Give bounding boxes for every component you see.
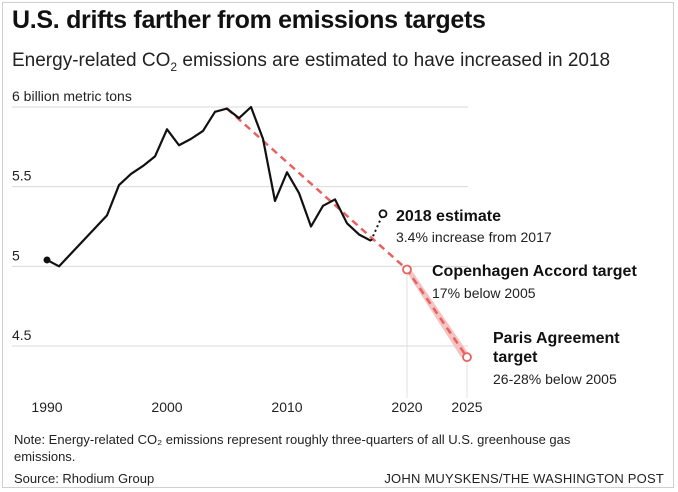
start-point-marker [43,256,51,264]
annotation-paris-sublabel: 26-28% below 2005 [493,371,617,387]
x-tick-label: 2020 [391,399,422,415]
y-tick-label: 4.5 [12,327,32,343]
paris-target-marker [462,352,472,363]
annotation-paris-label-line2: target [493,349,538,366]
copenhagen-target-marker [402,264,412,275]
annotation-copenhagen-label: Copenhagen Accord target [432,263,637,280]
subtitle-part: emissions are estimated to have increase… [177,50,611,71]
graphic-credit: JOHN MUYSKENS/THE WASHINGTON POST [384,471,664,486]
subtitle-part: O [155,50,171,71]
chart-title: U.S. drifts farther from emissions targe… [12,6,486,34]
y-tick-label: 5 [12,247,20,263]
y-tick-label: 6 billion metric tons [12,88,132,104]
y-tick-label: 5.5 [12,168,32,184]
annotation-paris-label-line1: Paris Agreement [493,330,620,347]
estimate-2018-segment [370,213,384,242]
estimate-2018-marker [378,209,388,219]
x-tick-label: 1990 [31,399,62,415]
annotation-copenhagen-sublabel: 17% below 2005 [432,285,536,301]
x-tick-label: 2025 [451,399,482,415]
footnote: Note: Energy-related CO₂ emissions repre… [14,432,571,464]
x-tick-label: 2010 [271,399,302,415]
annotation-2018-sublabel: 3.4% increase from 2017 [396,229,552,245]
chart-subtitle: Energy-related CO2 emissions are estimat… [12,50,610,74]
historical-emissions-line [46,105,372,268]
chart-frame [2,2,674,488]
subtitle-subscript: 2 [170,59,178,74]
x-tick-label: 2000 [151,399,182,415]
source-credit: Source: Rhodium Group [14,471,155,486]
subtitle-part: Energy-related C [12,50,156,71]
annotation-2018-label: 2018 estimate [396,208,501,225]
